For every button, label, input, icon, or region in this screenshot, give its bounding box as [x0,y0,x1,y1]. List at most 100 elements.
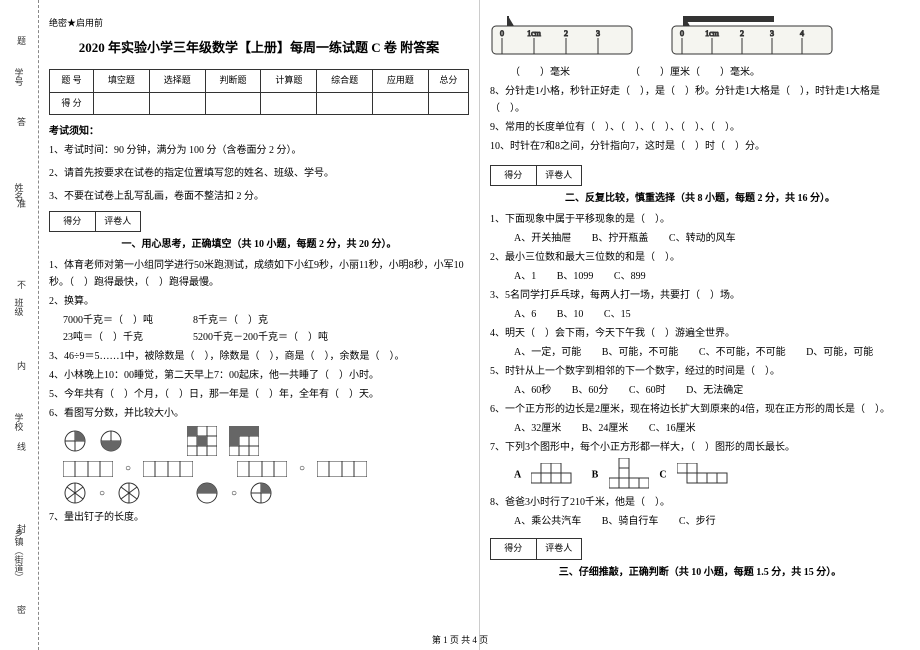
grader-label: 评卷人 [537,166,582,185]
q2: 2、换算。 [49,293,469,310]
svg-text:1cm: 1cm [705,29,720,38]
cell [94,92,150,114]
cell [261,92,317,114]
cell [317,92,373,114]
svg-text:1cm: 1cm [527,29,542,38]
opt: A、32厘米 [514,423,561,434]
q1: 1、体育老师对第一小组同学进行50米跑测试，成绩如下小红9秒，小丽11秒，小明8… [49,257,469,291]
bind-mark: 封 [15,524,28,533]
svg-text:2: 2 [740,29,744,38]
opt: C、15 [604,309,631,320]
ruler-icon: 0 1cm 2 3 4 [670,16,840,60]
opt: B、可能，不可能 [602,347,679,358]
shape-c-icon [677,463,737,487]
bind-mark: 题 [15,36,28,45]
opt: C、60时 [629,385,666,396]
circle-icon [63,481,87,505]
s2q2: 2、最小三位数和最大三位数的和是（ ）。 [490,249,910,266]
s2q6-opts: A、32厘米 B、24厘米 C、16厘米 [490,420,910,437]
left-column: 绝密★启用前 2020 年实验小学三年级数学【上册】每周一练试题 C 卷 附答案… [39,0,480,650]
section1-title: 一、用心思考，正确填空（共 10 小题，每题 2 分，共 20 分）。 [49,236,469,253]
q9: 9、常用的长度单位有（ ）、（ ）、（ ）、（ ）、（ ）。 [490,119,910,136]
section3-title: 三、仔细推敲，正确判断（共 10 小题，每题 1.5 分，共 15 分）。 [490,564,910,581]
cell [428,92,468,114]
opt: A、乘公共汽车 [514,516,581,527]
q3: 3、46÷9＝5……1中，被除数是（ ），除数是（ ），商是（ ），余数是（ ）… [49,348,469,365]
opt: B、24厘米 [582,423,629,434]
th: 题 号 [50,70,94,92]
secret-label: 绝密★启用前 [49,16,469,31]
rulers-row: 0 1cm 2 3 0 [490,16,910,60]
q4: 4、小林晚上10：00睡觉，第二天早上7：00起床，他一共睡了（ ）小时。 [49,367,469,384]
q5: 5、今年共有（ ）个月，（ ）日，那一年是（ ）年，全年有（ ）天。 [49,386,469,403]
q6: 6、看图写分数，并比较大小。 [49,405,469,422]
ruler-label-2: （ ）厘米（ ）毫米。 [630,64,760,81]
notice-title: 考试须知： [49,123,469,140]
opt: B、60分 [572,385,609,396]
ruler-icon: 0 1cm 2 3 [490,16,640,60]
s2q4: 4、明天（ ）会下雨，今天下午我（ ）游遍全世界。 [490,325,910,342]
score-label: 得分 [491,539,537,558]
score-box: 得分 评卷人 [49,211,141,232]
score-box: 得分 评卷人 [490,165,582,186]
circle-icon [99,429,123,453]
svg-text:2: 2 [564,29,568,38]
opt: C、16厘米 [649,423,696,434]
page-number: 第 1 页 共 4 页 [432,633,488,646]
th: 选择题 [149,70,205,92]
compare-circle: ○ [231,485,237,502]
grid-icon [229,426,259,456]
circle-icon [117,481,141,505]
s2q2-opts: A、1 B、1099 C、899 [490,268,910,285]
opt: B、拧开瓶盖 [592,233,649,244]
opt: A、6 [514,309,536,320]
svg-text:3: 3 [770,29,774,38]
binding-margin: 题 答 准 不 内 线 封 密 学号 姓名 班级 学校 乡镇（街道） [0,0,39,650]
grader-label: 评卷人 [537,539,582,558]
svg-text:3: 3 [596,29,600,38]
s2q8: 8、爸爸3小时行了210千米，他是（ ）。 [490,494,910,511]
opt: B、骑自行车 [602,516,659,527]
bind-mark: 不 [15,280,28,289]
circle-icon [249,481,273,505]
score-table: 题 号 填空题 选择题 判断题 计算题 综合题 应用题 总分 得 分 [49,69,469,115]
s2q5-opts: A、60秒 B、60分 C、60时 D、无法确定 [490,382,910,399]
opt: A、开关抽屉 [514,233,571,244]
th: 判断题 [205,70,261,92]
svg-text:0: 0 [500,29,504,38]
q7: 7、量出钉子的长度。 [49,509,469,526]
opt: A、一定，可能 [514,347,581,358]
q2-line: 23吨＝（ ）千克 5200千克－200千克＝（ ）吨 [49,329,469,346]
notice-item: 3、不要在试卷上乱写乱画，卷面不整洁扣 2 分。 [49,188,469,205]
exam-title: 2020 年实验小学三年级数学【上册】每周一练试题 C 卷 附答案 [49,37,469,59]
svg-text:4: 4 [800,29,804,38]
compare-circle: ○ [125,460,131,477]
s2q3-opts: A、6 B、10 C、15 [490,306,910,323]
score-box: 得分 评卷人 [490,538,582,559]
notice-item: 1、考试时间：90 分钟，满分为 100 分（含卷面分 2 分）。 [49,142,469,159]
th: 应用题 [373,70,429,92]
opt: C、不可能，不可能 [699,347,786,358]
opt: A、60秒 [514,385,551,396]
content-columns: 绝密★启用前 2020 年实验小学三年级数学【上册】每周一练试题 C 卷 附答案… [39,0,920,650]
fraction-shapes-row3: ○ ○ [49,481,469,505]
s2q1-opts: A、开关抽屉 B、拧开瓶盖 C、转动的风车 [490,230,910,247]
th: 填空题 [94,70,150,92]
s2q7: 7、下列3个图形中，每个小正方形都一样大，（ ）图形的周长最长。 [490,439,910,456]
bind-mark: 准 [15,199,28,208]
q8: 8、分针走1小格，秒针正好走（ ），是（ ）秒。分针走1大格是（ ），时针走1大… [490,83,910,117]
opt: D、可能，可能 [806,347,873,358]
rect-icon [237,461,287,477]
right-column: 0 1cm 2 3 0 [480,0,920,650]
fraction-shapes-row2: ○ ○ [49,460,469,477]
opt: B、1099 [557,271,594,282]
ruler-labels: （ ）毫米 （ ）厘米（ ）毫米。 [490,64,910,81]
section2-title: 二、反复比较，慎重选择（共 8 小题，每题 2 分，共 16 分）。 [490,190,910,207]
grader-label: 评卷人 [96,212,141,231]
page: 题 答 准 不 内 线 封 密 学号 姓名 班级 学校 乡镇（街道） 绝密★启用… [0,0,920,650]
bind-mark: 密 [15,605,28,614]
s2q3: 3、5名同学打乒乓球，每两人打一场，共要打（ ）场。 [490,287,910,304]
notice-item: 2、请首先按要求在试卷的指定位置填写您的姓名、班级、学号。 [49,165,469,182]
shape-a-icon [531,463,581,487]
cell [373,92,429,114]
